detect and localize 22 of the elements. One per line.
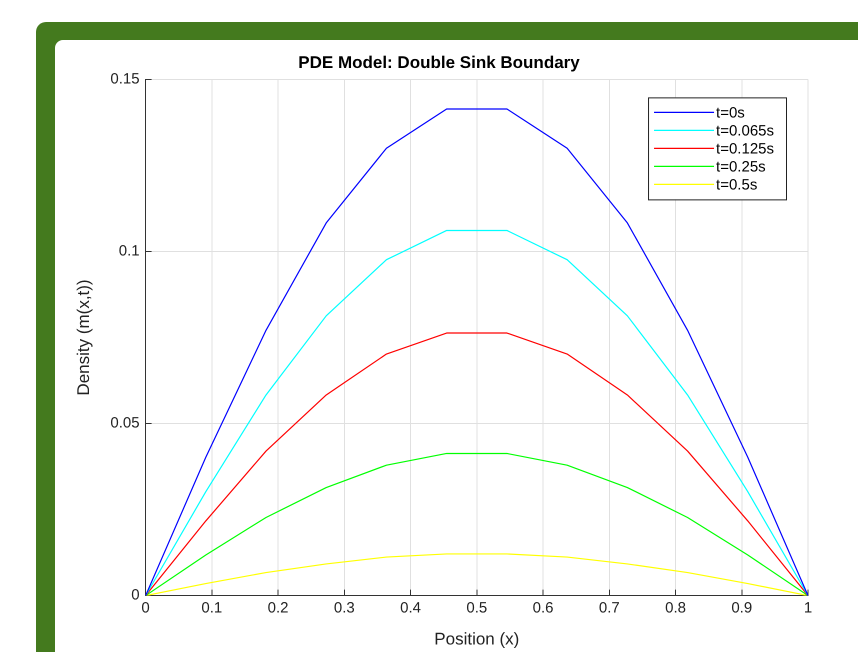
legend-label: t=0s [716,104,745,122]
x-tick-label: 0.9 [731,600,752,617]
y-axis-title: Density (m(x,t)) [74,279,93,396]
x-tick-label: 0.7 [598,600,620,617]
y-tick-label: 0.05 [110,414,140,432]
legend-label: t=0.125s [716,140,774,158]
y-tick-label: 0 [131,586,140,604]
x-tick-label: 0.5 [466,600,488,617]
y-tick-label: 0.15 [110,70,140,88]
x-tick-label: 0.8 [665,600,686,617]
x-tick-label: 0.6 [532,600,554,617]
x-tick-label: 1 [804,600,812,617]
x-tick-label: 0.4 [400,600,421,617]
legend-label: t=0.25s [716,158,766,176]
x-axis-title: Position (x) [434,629,520,648]
x-tick-label: 0.3 [334,600,355,617]
x-tick-label: 0.1 [201,600,222,617]
y-tick-label: 0.1 [118,242,140,260]
legend-label: t=0.5s [716,176,758,194]
legend-label: t=0.065s [716,122,774,140]
chart-title: PDE Model: Double Sink Boundary [298,52,580,72]
x-tick-label: 0.2 [268,600,289,617]
